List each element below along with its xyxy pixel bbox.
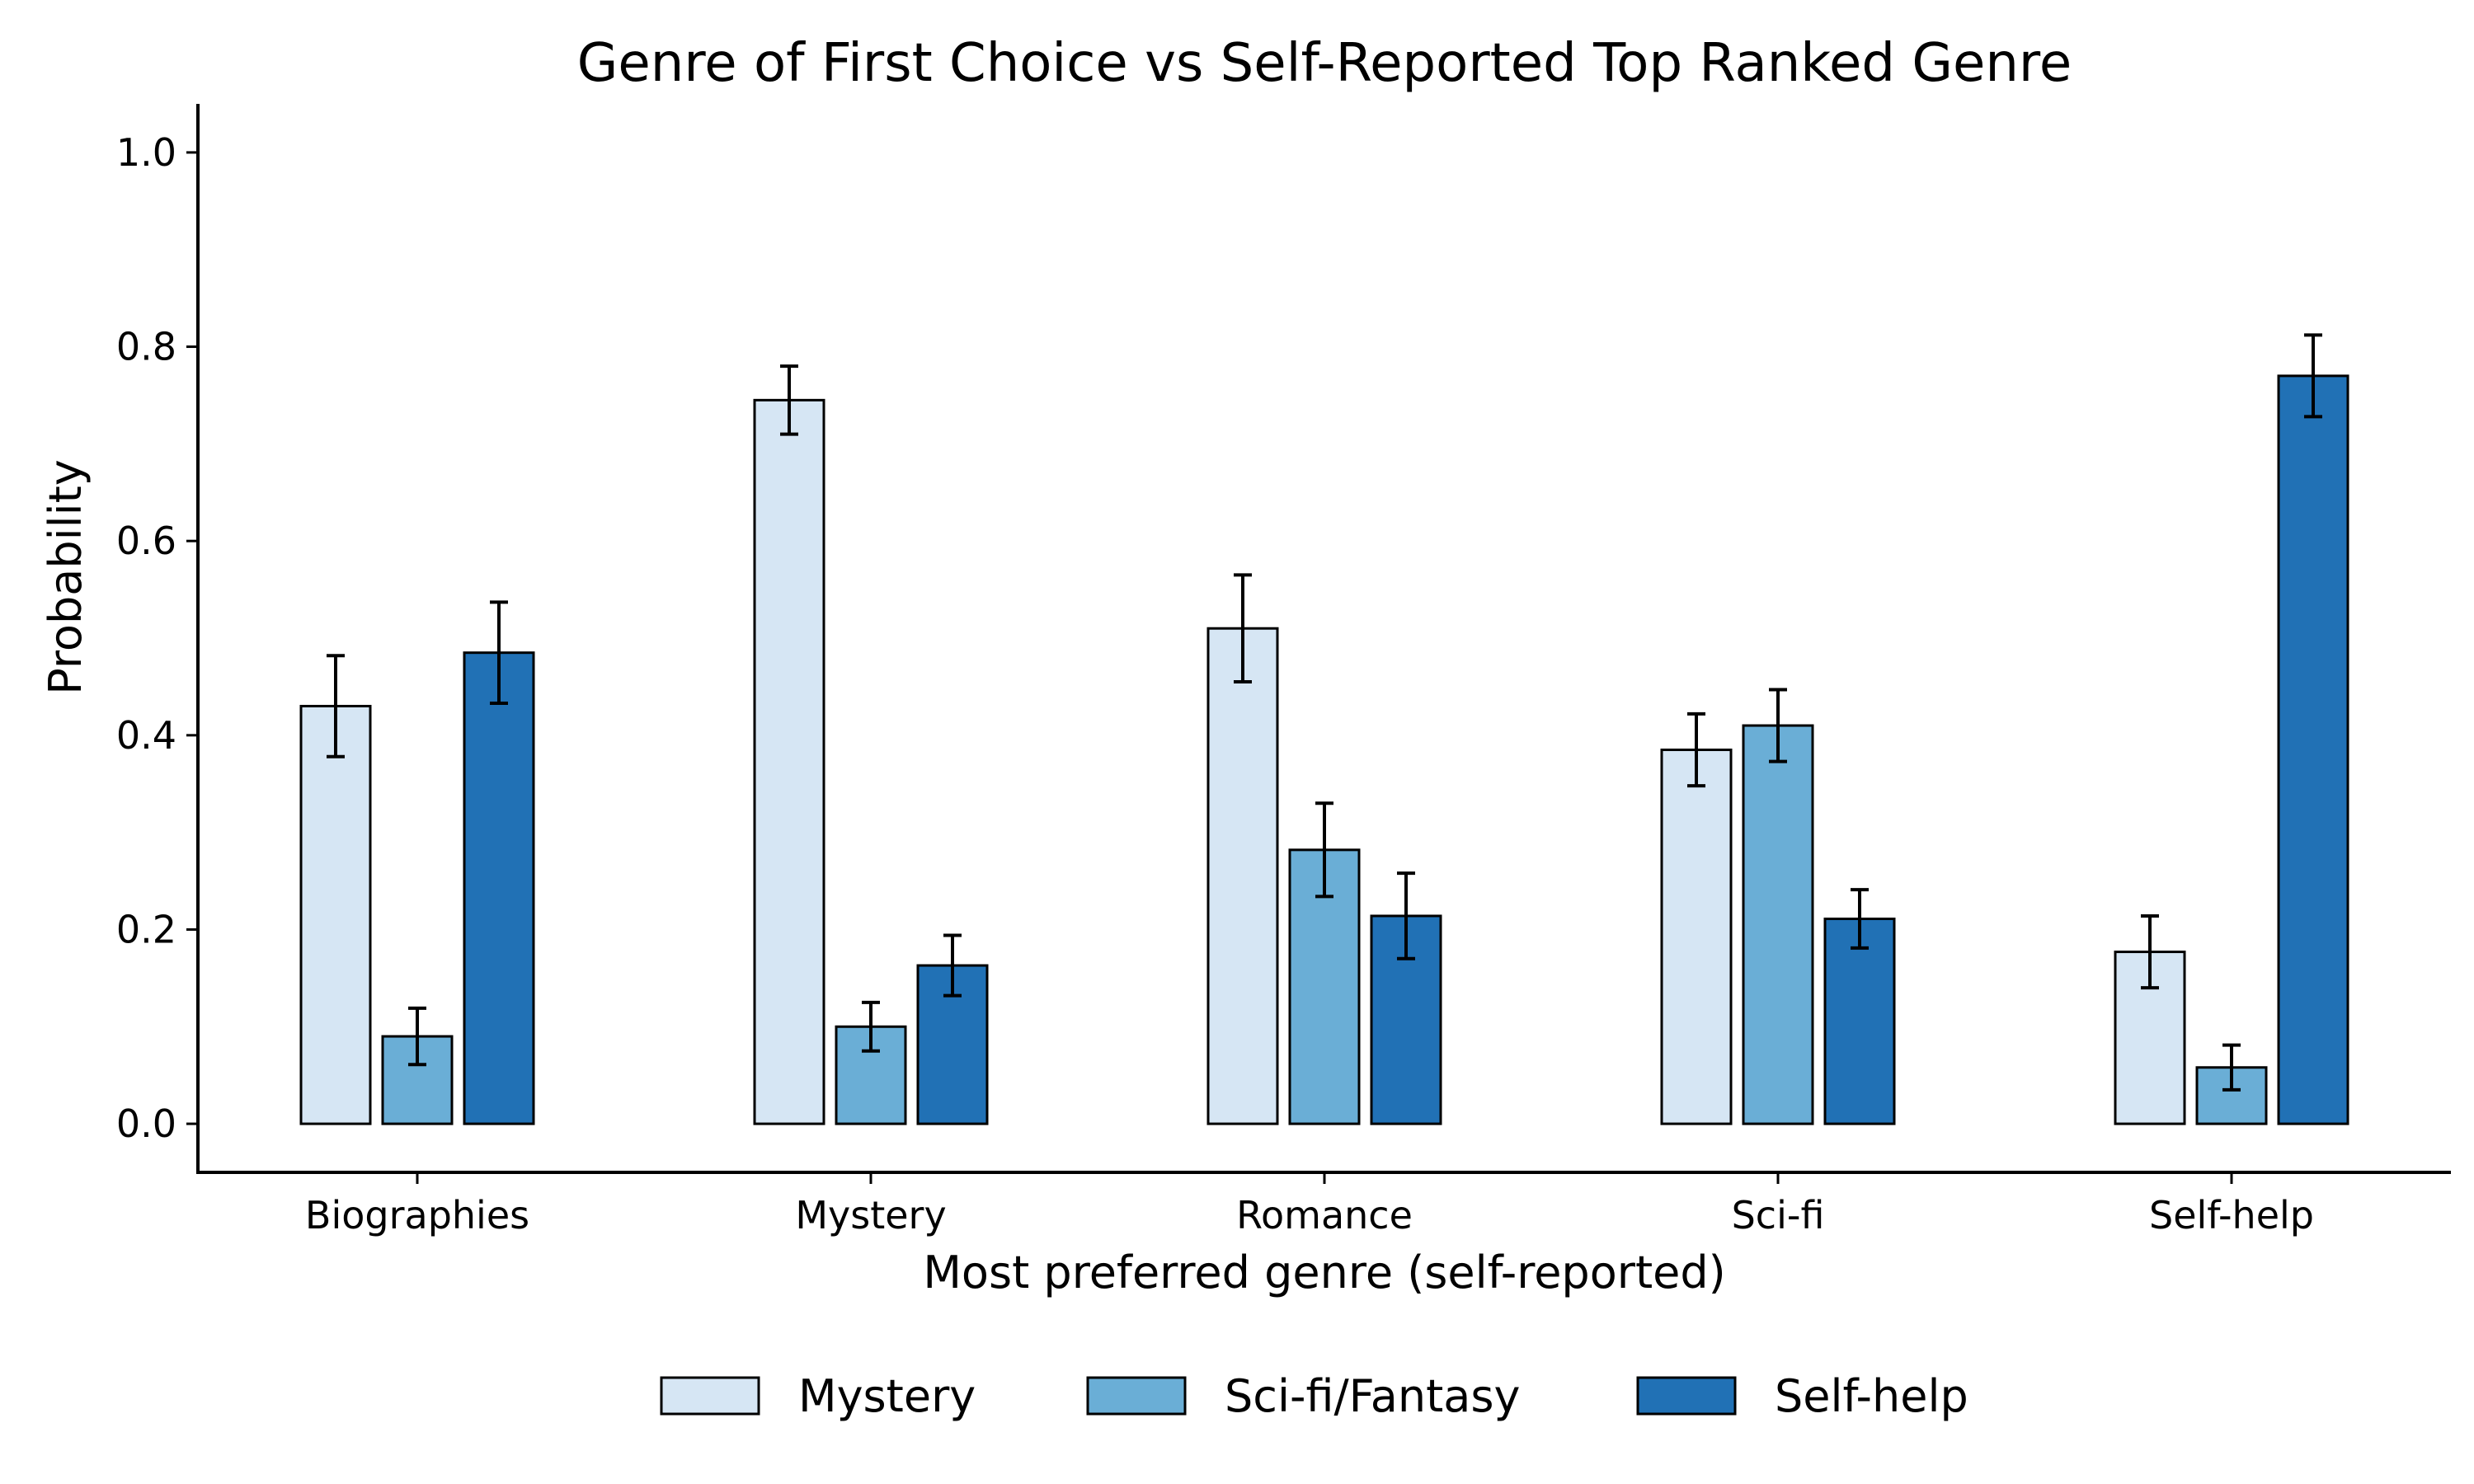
y-tick-label: 0.2 [116, 907, 176, 951]
legend: Mystery Sci-fi/Fantasy Self-help [660, 1370, 1968, 1422]
x-tick-label: Romance [1236, 1193, 1413, 1237]
y-axis-label: Probability [40, 459, 92, 694]
bar [1660, 748, 1733, 1125]
x-axis-label: Most preferred genre (self-reported) [923, 1247, 1725, 1298]
bar [753, 398, 825, 1125]
error-bar [408, 1006, 426, 1067]
legend-swatch [1086, 1376, 1187, 1416]
error-bar [1397, 871, 1415, 960]
plot-area: 0.0 0.2 0.4 0.6 0.8 1.0 Biographies Mystery Roma… [116, 104, 2451, 1237]
legend-item: Self-help [1636, 1370, 1968, 1422]
bar [1206, 627, 1279, 1125]
error-bar [1769, 688, 1787, 763]
error-bar [780, 364, 798, 436]
x-tick-label: Mystery [795, 1193, 946, 1237]
bar [1823, 917, 1896, 1125]
error-bar [2222, 1043, 2241, 1092]
error-bar [943, 933, 962, 998]
bar [299, 704, 372, 1125]
legend-item: Mystery [660, 1370, 976, 1422]
y-tick-label: 0.0 [116, 1101, 176, 1146]
error-bar [1315, 801, 1333, 899]
chart-title: Genre of First Choice vs Self-Reported T… [577, 33, 2072, 94]
y-tick-label: 0.6 [116, 519, 176, 563]
x-tick-label: Sci-fi [1732, 1193, 1825, 1237]
error-bar [2141, 913, 2159, 990]
error-bar [490, 600, 508, 705]
legend-label: Sci-fi/Fantasy [1225, 1370, 1520, 1422]
y-tick-label: 0.4 [116, 713, 176, 758]
bar [1742, 724, 1814, 1125]
legend-label: Mystery [798, 1370, 976, 1422]
legend-label: Self-help [1775, 1370, 1968, 1422]
y-tick-label: 1.0 [116, 130, 176, 175]
error-bar [862, 1000, 880, 1053]
legend-swatch [660, 1376, 760, 1416]
error-bar [2304, 333, 2322, 419]
bar [2277, 374, 2349, 1125]
bar [463, 651, 535, 1125]
error-bar [1234, 573, 1252, 684]
error-bar [327, 654, 345, 758]
legend-swatch [1636, 1376, 1737, 1416]
error-bar [1687, 711, 1705, 788]
x-tick-label: Biographies [305, 1193, 529, 1237]
x-tick-label: Self-help [2149, 1193, 2314, 1237]
error-bar [1851, 888, 1869, 950]
y-tick-label: 0.8 [116, 325, 176, 369]
legend-item: Sci-fi/Fantasy [1086, 1370, 1520, 1422]
